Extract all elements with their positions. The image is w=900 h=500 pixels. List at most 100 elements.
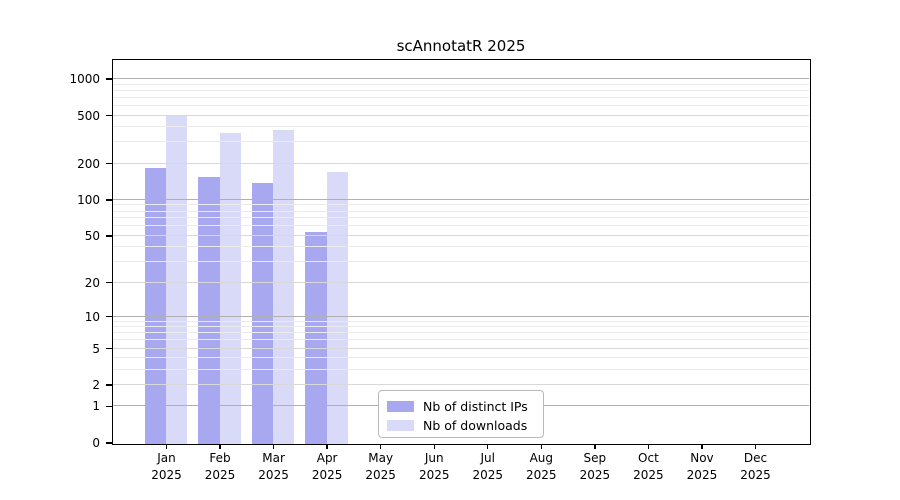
chart-title: scAnnotatR 2025: [396, 37, 526, 55]
y-tick-mark: [106, 405, 112, 408]
gridline-minor: [112, 104, 809, 106]
bar-mar-downloads: [273, 129, 295, 444]
x-tick-month: Dec: [743, 451, 768, 465]
x-tick-month: Jul: [480, 451, 495, 465]
x-tick-label-aug: Aug 2025: [509, 450, 573, 484]
gridline-sub: [112, 347, 809, 349]
x-tick-label-sep: Sep 2025: [563, 450, 627, 484]
gridline-minor: [112, 96, 809, 98]
x-tick-label-jan: Jan 2025: [135, 450, 199, 484]
gridline-minor: [112, 204, 809, 206]
gridline-sub: [112, 234, 809, 236]
x-tick-label-feb: Feb 2025: [188, 450, 252, 484]
y-tick-mark: [106, 235, 112, 237]
x-tick-mark: [701, 444, 703, 449]
legend-item-downloads: Nb of downloads: [379, 416, 543, 435]
x-tick-year: 2025: [740, 468, 771, 482]
x-tick-mark: [433, 444, 435, 449]
bar-apr-distinct-ips: [305, 232, 327, 444]
x-tick-label-oct: Oct 2025: [616, 450, 680, 484]
gridline-minor: [112, 141, 809, 143]
x-tick-label-jun: Jun 2025: [402, 450, 466, 484]
x-tick-year: 2025: [686, 468, 718, 482]
bar-feb-downloads: [219, 132, 241, 444]
y-tick-mark: [106, 384, 112, 386]
gridline-minor: [112, 246, 809, 248]
bar-jan-downloads: [166, 115, 188, 444]
gridline-minor: [112, 261, 809, 263]
y-tick-mark: [106, 442, 112, 444]
gridline-minor: [112, 339, 809, 341]
x-tick-year: 2025: [579, 468, 611, 482]
legend-item-distinct-ips: Nb of distinct IPs: [379, 397, 543, 416]
gridline-minor: [112, 326, 809, 328]
y-tick-label: 100: [77, 192, 100, 207]
x-tick-month: Apr: [316, 451, 338, 465]
y-tick-mark: [106, 162, 112, 165]
y-tick-mark: [106, 347, 112, 350]
y-tick-label: 20: [84, 275, 100, 290]
bar-jan-distinct-ips: [144, 168, 166, 444]
x-tick-year: 2025: [472, 468, 504, 482]
gridline-minor: [112, 210, 809, 212]
gridline-sub: [112, 114, 809, 116]
x-tick-year: 2025: [311, 468, 343, 482]
legend: Nb of distinct IPs Nb of downloads: [378, 390, 544, 438]
x-tick-label-apr: Apr 2025: [295, 450, 359, 484]
gridline-sub: [112, 281, 809, 283]
y-tick-mark: [106, 199, 112, 201]
gridline-minor: [112, 83, 809, 85]
x-tick-month: Mar: [262, 451, 285, 465]
y-tick-label: 5: [92, 341, 100, 356]
y-tick-label: 2: [92, 378, 100, 393]
x-tick-label-jul: Jul 2025: [456, 450, 520, 484]
x-tick-year: 2025: [633, 468, 664, 482]
legend-label: Nb of downloads: [423, 418, 528, 433]
x-tick-year: 2025: [418, 468, 450, 482]
x-tick-month: Sep: [583, 451, 607, 465]
x-tick-mark: [165, 444, 168, 449]
x-tick-year: 2025: [365, 468, 396, 482]
gridline-minor: [112, 126, 809, 128]
gridline-decade: [112, 315, 809, 317]
x-tick-month: May: [368, 451, 394, 465]
x-tick-mark: [272, 444, 275, 449]
x-tick-mark: [487, 444, 489, 449]
x-tick-mark: [219, 444, 221, 449]
y-tick-mark: [106, 114, 112, 117]
x-tick-label-dec: Dec 2025: [724, 450, 788, 484]
gridline-minor: [112, 357, 809, 359]
x-tick-month: Oct: [638, 451, 659, 465]
gridline-minor: [112, 320, 809, 322]
y-tick-label: 500: [77, 108, 100, 123]
gridline-minor: [112, 368, 809, 370]
x-tick-label-may: May 2025: [349, 450, 413, 484]
y-tick-mark: [106, 78, 112, 80]
x-tick-year: 2025: [526, 468, 557, 482]
plot-area: [111, 58, 811, 445]
x-tick-mark: [594, 444, 596, 449]
gridline-sub: [112, 384, 809, 386]
x-tick-mark: [326, 444, 328, 449]
y-tick-label: 1: [92, 399, 100, 414]
bar-mar-distinct-ips: [251, 183, 274, 444]
gridline-decade: [112, 78, 809, 80]
x-tick-month: Nov: [690, 451, 714, 465]
gridline-minor: [112, 225, 809, 227]
y-tick-label: 200: [77, 156, 100, 171]
x-tick-year: 2025: [258, 468, 289, 482]
x-tick-year: 2025: [151, 468, 182, 482]
gridline-decade: [112, 198, 809, 200]
y-tick-mark: [106, 281, 112, 284]
y-tick-label: 10: [84, 309, 100, 324]
x-tick-month: Aug: [529, 451, 554, 465]
x-tick-month: Jan: [157, 451, 176, 465]
gridline-sub: [112, 162, 809, 164]
legend-swatch-downloads: [387, 420, 414, 431]
gridline-minor: [112, 332, 809, 334]
x-tick-mark: [754, 444, 757, 449]
x-tick-month: Feb: [209, 451, 231, 465]
bar-feb-distinct-ips: [198, 177, 220, 444]
x-tick-year: 2025: [204, 468, 236, 482]
gridline-minor: [112, 217, 809, 219]
